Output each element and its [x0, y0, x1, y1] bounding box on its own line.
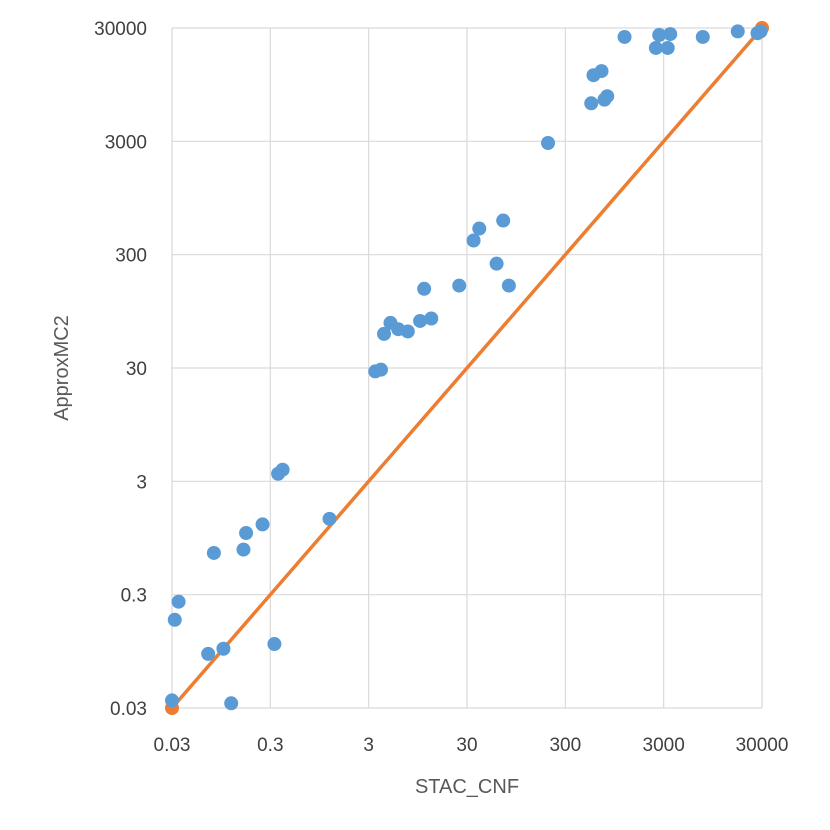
- scatter-point: [600, 89, 615, 104]
- scatter-point: [648, 40, 663, 55]
- scatter-point: [373, 362, 388, 377]
- scatter-point: [594, 64, 609, 79]
- scatter-point: [753, 24, 768, 39]
- y-tick-label: 3: [136, 472, 147, 493]
- scatter-point: [424, 311, 439, 326]
- x-axis-label: STAC_CNF: [415, 776, 519, 798]
- scatter-point: [400, 324, 415, 339]
- scatter-point: [489, 256, 504, 271]
- scatter-point: [466, 233, 481, 248]
- scatter-point: [201, 646, 216, 661]
- scatter-point: [322, 511, 337, 526]
- scatter-point: [165, 693, 179, 708]
- scatter-point: [171, 594, 186, 609]
- scatter-point: [663, 27, 678, 42]
- reference-line: [170, 26, 764, 710]
- scatter-point: [239, 526, 254, 541]
- scatter-point: [267, 637, 282, 652]
- y-tick-label: 30000: [94, 19, 147, 40]
- scatter-point: [452, 278, 467, 293]
- scatter-point: [275, 462, 290, 477]
- scatter-point: [377, 326, 392, 341]
- scatter-point: [660, 40, 675, 55]
- y-tick-label: 3000: [105, 132, 147, 153]
- y-tick-labels: 0.03 0.3 3 30 300 3000 30000: [94, 19, 147, 720]
- x-tick-label: 300: [549, 735, 581, 756]
- scatter-point: [236, 542, 251, 557]
- x-tick-label: 30000: [736, 735, 789, 756]
- scatter-point: [652, 28, 667, 43]
- scatter-point: [501, 278, 516, 293]
- scatter-point: [496, 213, 511, 228]
- scatter-point: [584, 96, 599, 111]
- scatter-point: [695, 29, 710, 44]
- scatter-point: [617, 29, 632, 44]
- x-tick-label: 3000: [643, 735, 685, 756]
- y-tick-label: 30: [126, 359, 147, 380]
- x-tick-label: 0.3: [257, 735, 283, 756]
- scatter-point: [167, 612, 182, 627]
- y-axis-label: ApproxMC2: [51, 315, 73, 421]
- y-tick-label: 0.3: [121, 586, 147, 607]
- x-tick-label: 30: [456, 735, 477, 756]
- scatter-point: [413, 313, 428, 328]
- x-tick-label: 3: [363, 735, 374, 756]
- scatter-point: [730, 24, 745, 39]
- x-tick-label: 0.03: [154, 735, 191, 756]
- scatter-point: [541, 136, 556, 151]
- scatter-series: [165, 24, 768, 711]
- scatter-point: [417, 281, 432, 296]
- scatter-point: [206, 545, 221, 560]
- scatter-point: [224, 696, 239, 711]
- y-tick-label: 300: [115, 246, 147, 267]
- scatter-point: [255, 517, 270, 532]
- scatter-point: [472, 221, 487, 236]
- y-tick-label: 0.03: [110, 699, 147, 720]
- scatter-point: [216, 641, 231, 656]
- x-tick-labels: 0.03 0.3 3 30 300 3000 30000: [154, 735, 789, 756]
